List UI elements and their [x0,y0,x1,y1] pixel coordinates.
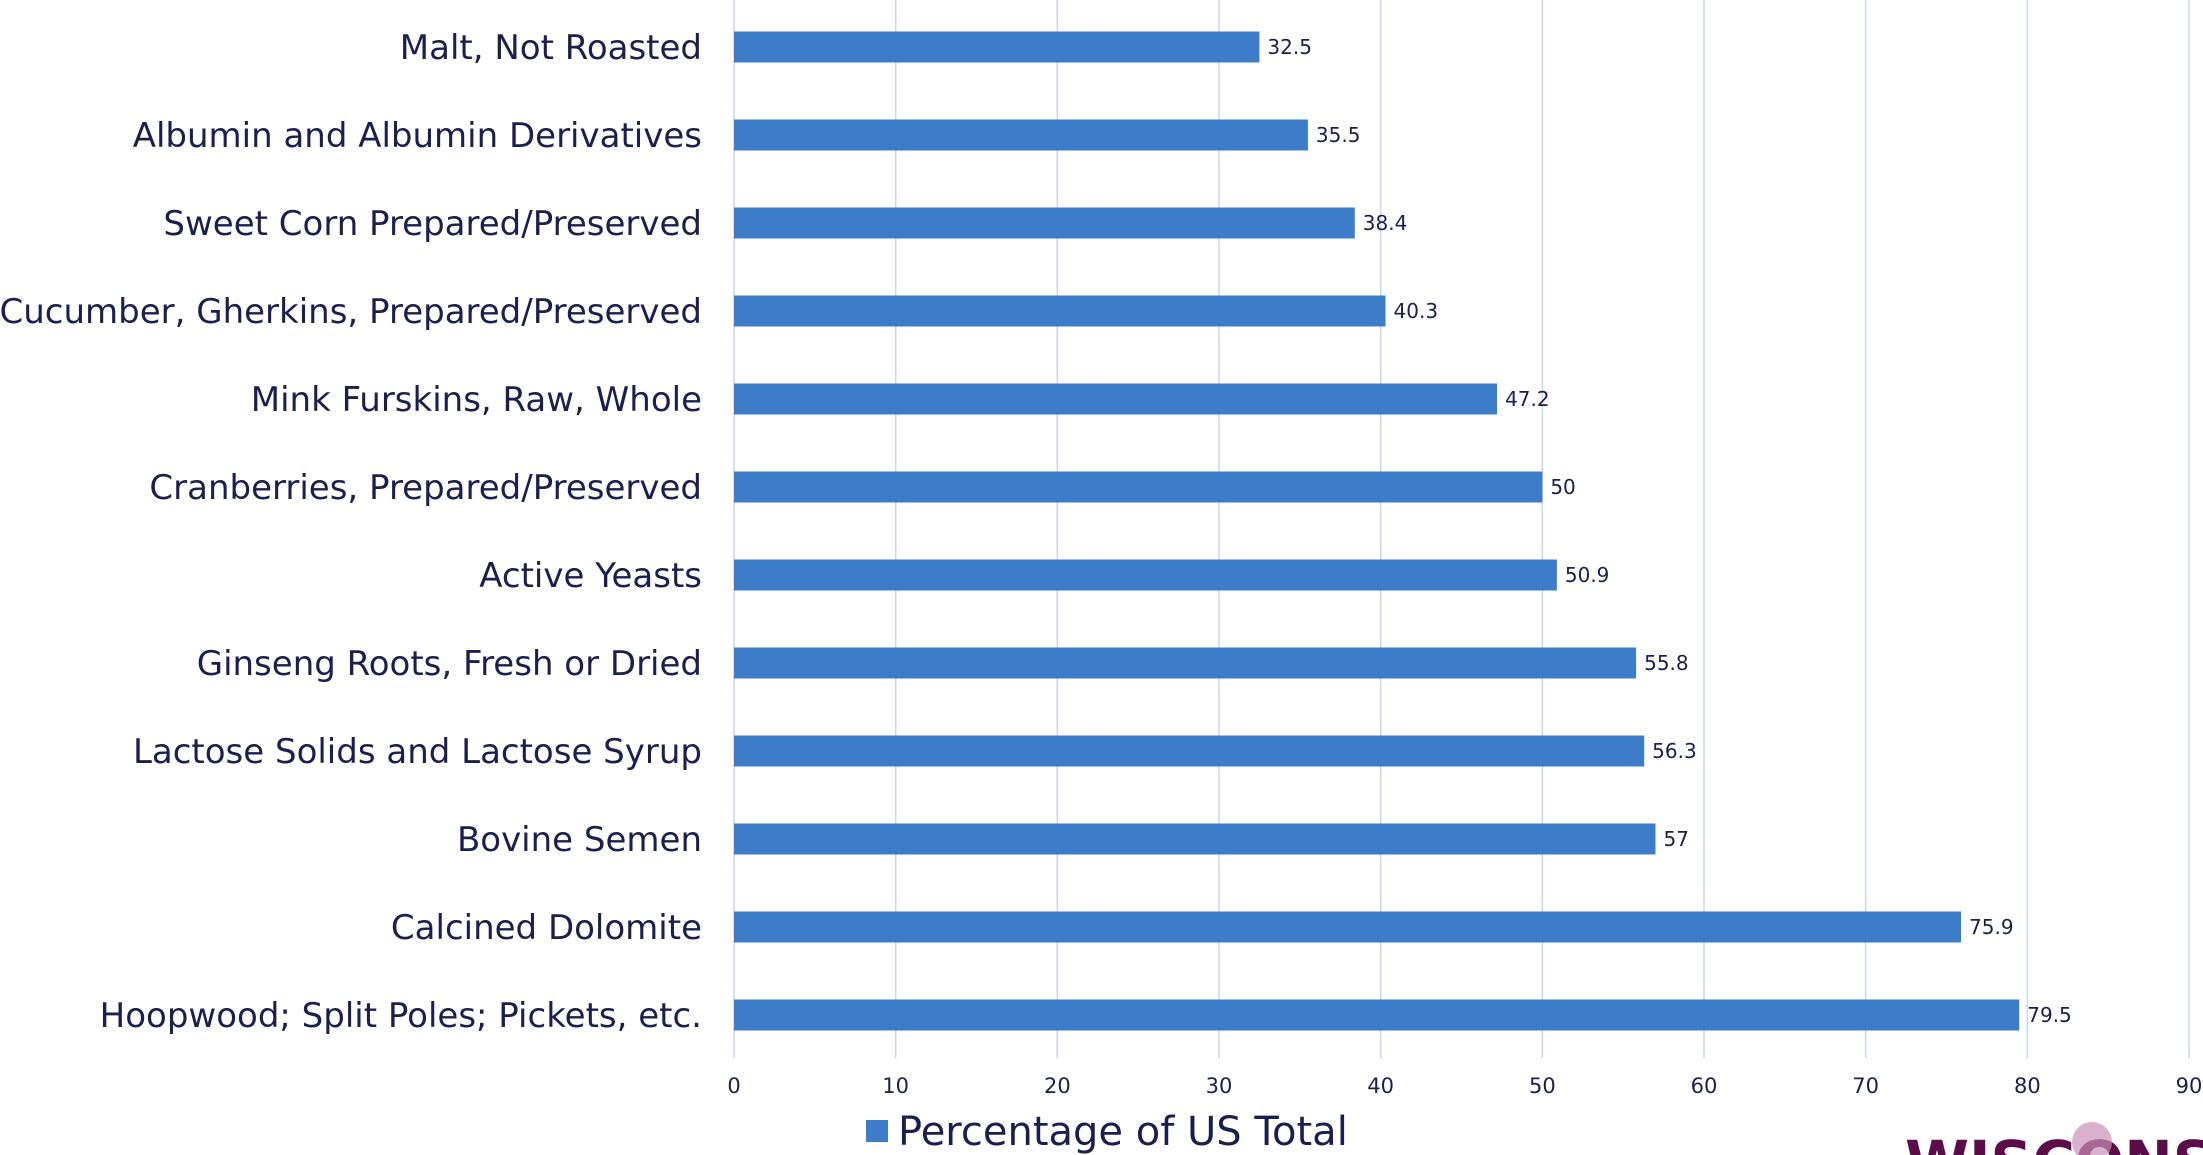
category-label: Active Yeasts [479,556,702,596]
bar [734,383,1498,415]
x-tick-label: 40 [1367,1074,1394,1098]
category-label: Bovine Semen [457,820,702,860]
bar [734,119,1308,151]
data-label: 32.5 [1267,35,1312,59]
legend-label: Percentage of US Total [898,1109,1348,1155]
bar [734,295,1386,327]
x-tick-label: 70 [1852,1074,1879,1098]
data-label: 35.5 [1316,123,1361,147]
x-tick-label: 10 [882,1074,909,1098]
data-label: 47.2 [1505,387,1550,411]
data-label: 38.4 [1363,211,1408,235]
category-label: Lactose Solids and Lactose Syrup [133,732,702,772]
bar [734,471,1543,503]
data-label: 40.3 [1394,299,1439,323]
data-label: 75.9 [1969,915,2014,939]
grid-lines [733,0,2190,1058]
x-tick-label: 20 [1044,1074,1071,1098]
bar [734,647,1637,679]
value-labels: 32.5 35.5 38.4 40.3 47.2 50 50.9 55.8 56.3 57 75.9… [1267,35,2071,1027]
bar [734,999,2020,1031]
category-label: Mink Furskins, Raw, Whole [251,380,702,420]
logo-wordmark: WISCONSI [1905,1128,2203,1155]
bar [734,207,1355,239]
legend: Percentage of US Total [866,1109,1348,1155]
x-tick-label: 80 [2014,1074,2041,1098]
bar [734,911,1962,943]
legend-swatch [866,1120,888,1142]
wisconsin-logo: WISCONSI [1905,1122,2203,1155]
x-axis-ticks: 0 10 20 30 40 50 60 70 80 90 [727,1074,2202,1098]
category-label: Calcined Dolomite [391,908,702,948]
category-label: Malt, Not Roasted [400,28,702,68]
bars [734,31,2020,1031]
bar [734,823,1656,855]
category-label: Ginseng Roots, Fresh or Dried [197,644,702,684]
x-tick-label: 90 [2176,1074,2203,1098]
category-labels: Malt, Not Roasted Albumin and Albumin Der… [0,28,702,1036]
data-label: 57 [1664,827,1689,851]
category-label: Cranberries, Prepared/Preserved [149,468,702,508]
data-label: 55.8 [1644,651,1689,675]
category-label: Sweet Corn Prepared/Preserved [163,204,702,244]
bar [734,559,1557,591]
logo-emblem-icon [2072,1122,2112,1155]
data-label: 50 [1550,475,1575,499]
category-label: Cucumber, Gherkins, Prepared/Preserved [0,292,702,332]
category-label: Hoopwood; Split Poles; Pickets, etc. [100,996,702,1036]
data-label: 56.3 [1652,739,1697,763]
x-tick-label: 60 [1691,1074,1718,1098]
bar [734,735,1645,767]
x-tick-label: 30 [1206,1074,1233,1098]
category-label: Albumin and Albumin Derivatives [133,116,702,156]
data-label: 50.9 [1565,563,1610,587]
data-label: 79.5 [2027,1003,2072,1027]
bar [734,31,1260,63]
x-tick-label: 0 [727,1074,740,1098]
x-tick-label: 50 [1529,1074,1556,1098]
